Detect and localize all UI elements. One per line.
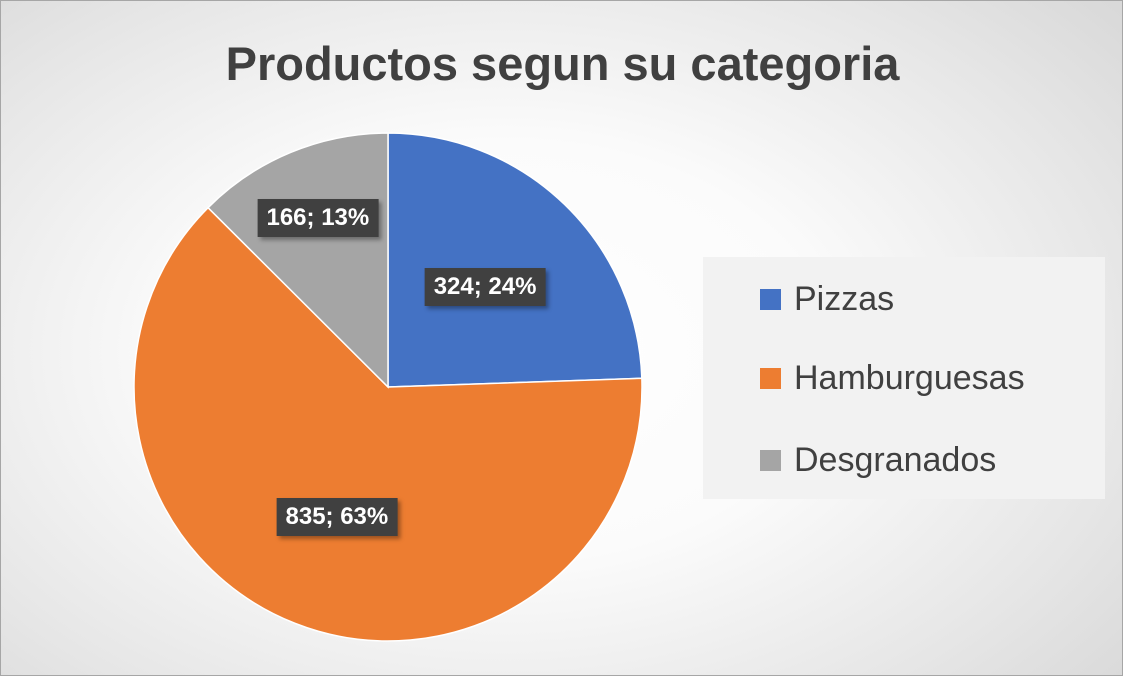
legend-item-desgranados: Desgranados [760, 440, 996, 480]
legend-label-desgranados: Desgranados [794, 441, 997, 479]
legend-swatch-pizzas [760, 288, 781, 310]
legend-item-hamburguesas: Hamburguesas [760, 358, 1025, 398]
legend-swatch-desgranados [760, 449, 781, 471]
pie-slice-pizzas [387, 132, 643, 388]
pie-slice-desgranados [207, 132, 389, 389]
legend-label-hamburguesas: Hamburguesas [794, 359, 1025, 397]
pie-slice-hamburguesas [133, 206, 643, 642]
chart-title: Productos segun su categoria [225, 37, 900, 90]
data-label-hamburguesas: 835; 63% [276, 498, 398, 536]
legend-swatch-hamburguesas [760, 367, 781, 389]
data-label-desgranados: 166; 13% [257, 199, 379, 238]
data-label-pizzas: 324; 24% [424, 267, 546, 306]
legend-label-pizzas: Pizzas [794, 280, 895, 318]
legend-item-pizzas: Pizzas [760, 279, 894, 319]
legend: Pizzas Hamburguesas Desgranados [703, 257, 1105, 499]
